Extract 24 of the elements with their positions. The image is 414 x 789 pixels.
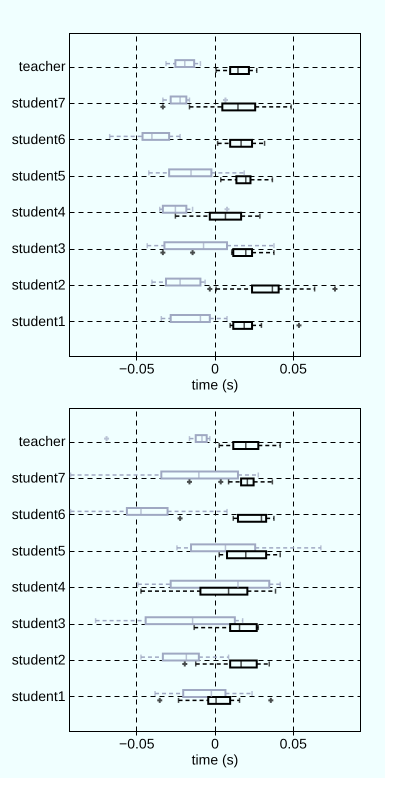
y-tick-label: student1 [12,312,66,329]
x-tick-label: 0.05 [280,736,308,752]
y-tick-label: teacher [18,433,66,450]
y-tick-label: student5 [12,542,66,558]
y-tick-label: student4 [12,578,66,595]
y-tick-label: student3 [12,240,66,256]
x-tick-label: −0.05 [119,736,155,752]
x-tick-label: 0 [211,736,220,752]
x-tick-label: 0 [211,360,220,376]
y-tick-label: student5 [12,167,66,184]
y-tick-label: student6 [12,130,66,147]
x-axis-title: time (s) [192,752,238,768]
x-tick-label: −0.05 [119,360,155,376]
y-tick-label: student7 [12,94,66,110]
y-tick-label: student4 [12,204,66,220]
y-tick-label: student3 [12,615,66,632]
y-tick-label: student7 [12,469,66,486]
y-tick-label: student6 [12,506,66,522]
x-tick-label: 0.05 [280,360,308,376]
x-axis-title: time (s) [192,376,238,392]
y-tick-label: teacher [18,58,66,74]
y-tick-label: student1 [12,688,66,704]
y-tick-label: student2 [12,652,66,668]
y-tick-label: student2 [12,276,66,293]
